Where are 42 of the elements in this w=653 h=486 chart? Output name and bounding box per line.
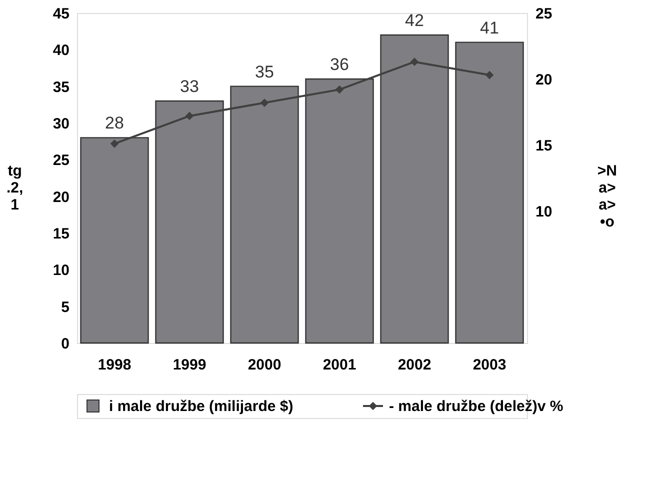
y2-tick-label: 20 — [536, 72, 552, 88]
point — [335, 85, 344, 94]
bar — [155, 100, 224, 344]
y-tick-label: 10 — [52, 262, 70, 280]
bar — [455, 42, 524, 344]
data-label: 33 — [180, 77, 199, 96]
x-tick-label: 2000 — [248, 356, 282, 374]
point — [485, 70, 494, 80]
bar — [380, 34, 449, 344]
x-tick-label: 1998 — [98, 356, 132, 374]
point — [110, 139, 119, 148]
point — [185, 112, 194, 120]
y2-tick-label: 10 — [536, 204, 552, 220]
data-label: 36 — [330, 55, 349, 74]
y-tick-label: 0 — [61, 336, 70, 352]
legend-label: - male družbe (delež)v % — [389, 398, 564, 415]
x-tick-label: 2003 — [472, 356, 506, 374]
data-label: 41 — [480, 18, 499, 38]
y2-tick-label: 15 — [536, 138, 552, 154]
bar — [230, 86, 299, 344]
y2-tick-label: 25 — [536, 6, 552, 22]
y2-axis-title: >N a> a> •o — [597, 162, 617, 230]
x-tick-label: 2001 — [322, 356, 356, 374]
y-tick-label: 35 — [52, 78, 70, 96]
legend-label: i male družbe (milijarde $) — [109, 398, 294, 415]
data-label: 28 — [105, 114, 124, 133]
y-axis-title: tg .2, 1 — [6, 162, 24, 214]
y-tick-label: 20 — [52, 188, 70, 206]
y-tick-label: 25 — [52, 152, 70, 170]
data-label: 42 — [405, 11, 424, 30]
bar — [80, 137, 149, 344]
y-tick-label: 15 — [52, 226, 70, 242]
y-tick-label: 5 — [61, 298, 70, 316]
data-label: 35 — [255, 62, 274, 82]
point — [260, 98, 269, 107]
point — [410, 58, 419, 66]
y-tick-label: 40 — [52, 42, 70, 60]
y-tick-label: 45 — [52, 6, 70, 22]
bar — [305, 78, 374, 344]
y-tick-label: 30 — [52, 116, 70, 132]
x-tick-label: 2002 — [398, 356, 432, 374]
x-tick-label: 1999 — [172, 356, 206, 374]
